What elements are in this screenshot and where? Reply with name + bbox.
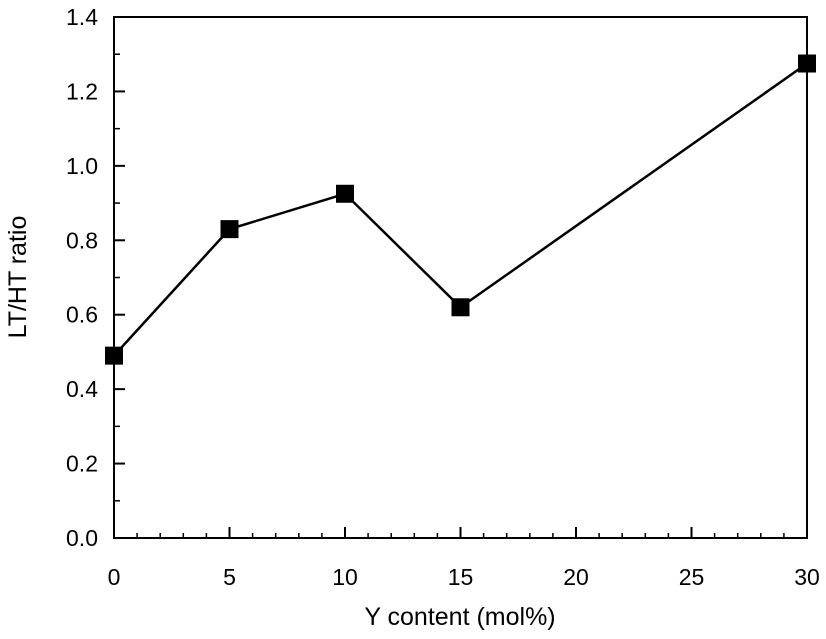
data-point-marker xyxy=(220,220,239,239)
plot-frame xyxy=(113,16,808,539)
y-tick-label: 0.0 xyxy=(66,525,98,551)
y-tick-label: 1.4 xyxy=(66,4,98,30)
x-tick-label: 30 xyxy=(794,564,820,590)
data-point-marker xyxy=(451,298,470,317)
x-tick-label: 5 xyxy=(223,564,236,590)
data-point-marker xyxy=(336,184,354,203)
x-tick-label: 15 xyxy=(448,564,474,590)
x-axis-title: Y content (mol%) xyxy=(364,603,555,631)
y-tick-label: 0.8 xyxy=(66,227,98,253)
y-tick-label: 0.2 xyxy=(66,451,98,477)
series-layer xyxy=(105,54,816,365)
y-tick-label: 0.6 xyxy=(66,302,98,328)
x-tick-label: 25 xyxy=(679,564,705,590)
y-tick-label: 1.2 xyxy=(66,78,98,104)
major-ticks xyxy=(113,16,808,539)
x-tick-labels: 0 5 10 15 20 25 30 xyxy=(108,564,820,590)
y-axis-title: LT/HT ratio xyxy=(4,216,32,339)
y-tick-label: 0.4 xyxy=(66,376,98,402)
x-tick-label: 10 xyxy=(332,564,358,590)
x-tick-label: 0 xyxy=(108,564,121,590)
x-tick-label: 20 xyxy=(563,564,589,590)
y-tick-label: 1.0 xyxy=(66,153,98,179)
y-tick-labels: 0.0 0.2 0.4 0.6 0.8 1.0 1.2 1.4 xyxy=(66,4,98,551)
